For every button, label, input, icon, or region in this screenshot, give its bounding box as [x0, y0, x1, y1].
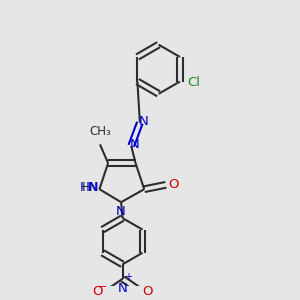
- Text: +: +: [124, 272, 132, 282]
- Text: N: N: [139, 116, 148, 128]
- Text: H: H: [82, 181, 92, 194]
- Text: O: O: [168, 178, 178, 191]
- Text: N: N: [87, 181, 97, 194]
- Text: N: N: [118, 282, 128, 295]
- Text: O: O: [142, 285, 153, 298]
- Text: HN: HN: [80, 181, 99, 194]
- Text: N: N: [116, 205, 125, 218]
- Text: −: −: [98, 282, 107, 292]
- Text: N: N: [130, 139, 140, 152]
- Text: Cl: Cl: [187, 76, 200, 89]
- Text: CH₃: CH₃: [89, 125, 111, 138]
- Text: O: O: [92, 285, 103, 298]
